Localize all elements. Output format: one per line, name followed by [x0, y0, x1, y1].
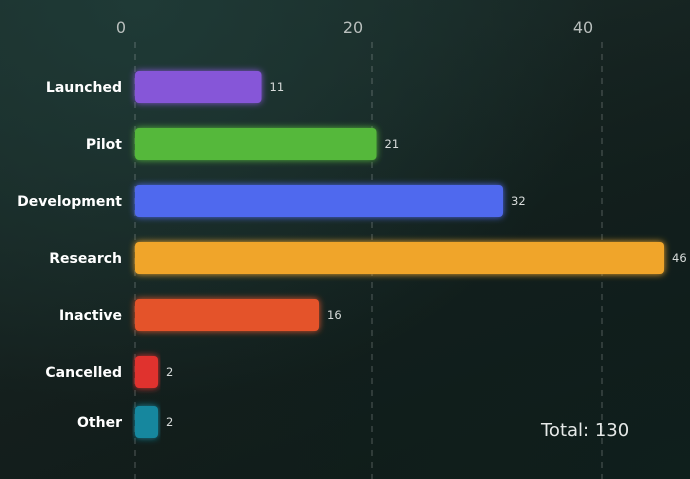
value-label-inactive: 16: [327, 308, 342, 322]
category-label-other: Other: [77, 415, 122, 431]
value-label-pilot: 21: [385, 137, 400, 151]
bar-other: [135, 406, 158, 438]
value-label-research: 46: [672, 251, 687, 265]
category-label-research: Research: [49, 251, 122, 267]
bar-launched: [135, 71, 262, 103]
category-label-inactive: Inactive: [59, 308, 122, 324]
bar-pilot: [135, 128, 377, 160]
value-label-other: 2: [166, 415, 173, 429]
x-tick-label: 20: [343, 18, 363, 37]
category-labels: Launched Pilot Development Research Inactive…: [17, 80, 122, 431]
bar-research: [135, 242, 664, 274]
category-label-launched: Launched: [46, 80, 122, 96]
category-label-cancelled: Cancelled: [45, 365, 122, 381]
x-axis-ticks: 0 20 40: [116, 18, 593, 37]
x-tick-label: 40: [573, 18, 593, 37]
bar-inactive: [135, 299, 319, 331]
bars: 11 21 32 46 16 2 2: [135, 71, 687, 438]
bar-development: [135, 185, 503, 217]
value-label-development: 32: [511, 194, 526, 208]
category-label-development: Development: [17, 194, 122, 210]
x-tick-label: 0: [116, 18, 126, 37]
total-label: Total: 130: [541, 420, 630, 441]
value-label-launched: 11: [270, 80, 285, 94]
value-label-cancelled: 2: [166, 365, 173, 379]
category-label-pilot: Pilot: [86, 137, 122, 153]
bar-cancelled: [135, 356, 158, 388]
